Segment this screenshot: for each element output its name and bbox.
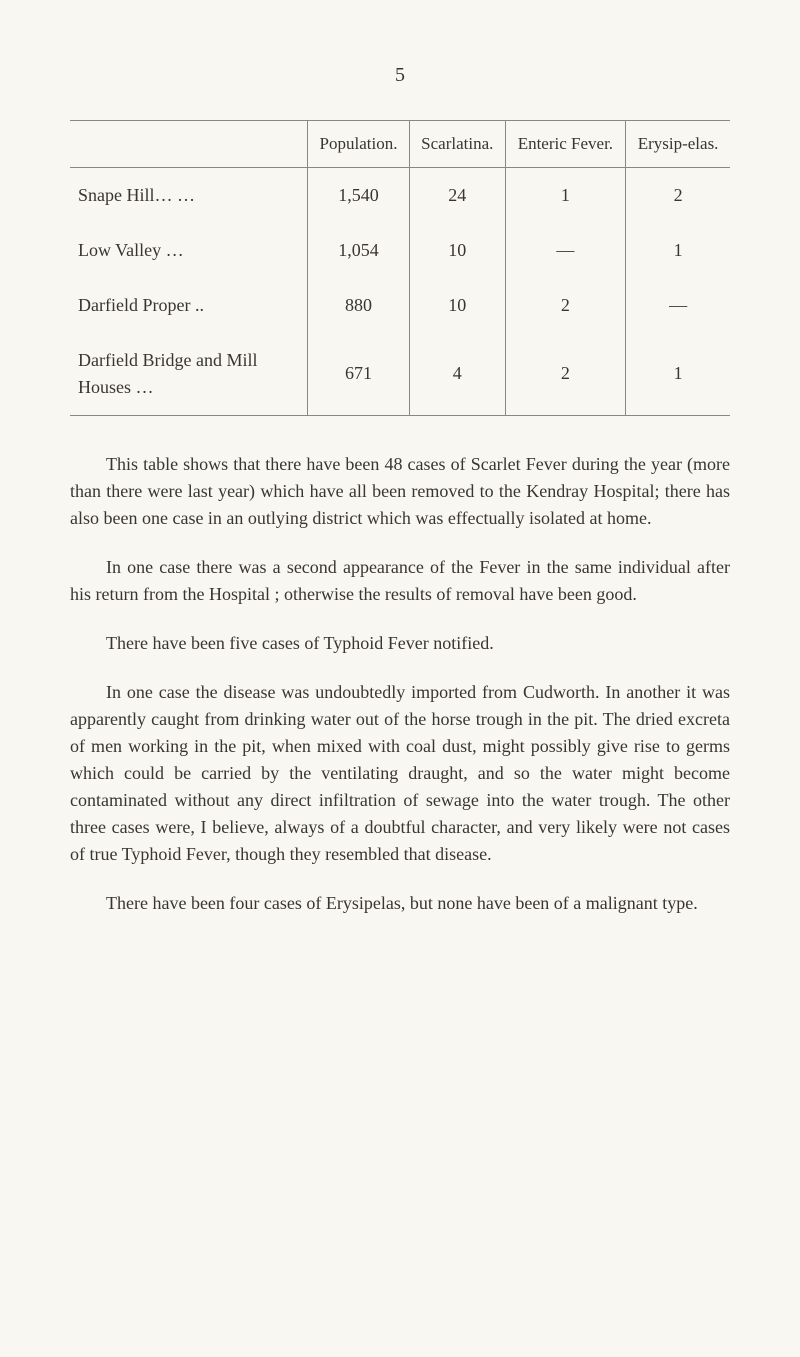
table-row: Darfield Bridge and Mill Houses … 671 4 … <box>70 333 730 416</box>
cell-erysipelas: — <box>626 278 730 333</box>
table-row: Darfield Proper .. 880 10 2 — <box>70 278 730 333</box>
table-row: Low Valley … 1,054 10 — 1 <box>70 223 730 278</box>
row-label: Darfield Proper .. <box>70 278 308 333</box>
table-row: Snape Hill… … 1,540 24 1 2 <box>70 167 730 223</box>
table-header-row: Population. Scarlatina. Enteric Fever. E… <box>70 121 730 168</box>
cell-erysipelas: 1 <box>626 223 730 278</box>
cell-population: 1,054 <box>308 223 410 278</box>
cell-enteric: — <box>505 223 626 278</box>
cell-scarlatina: 24 <box>409 167 505 223</box>
cell-population: 671 <box>308 333 410 416</box>
cell-enteric: 2 <box>505 333 626 416</box>
paragraph-3: There have been five cases of Typhoid Fe… <box>70 630 730 657</box>
data-table: Population. Scarlatina. Enteric Fever. E… <box>70 120 730 416</box>
cell-enteric: 2 <box>505 278 626 333</box>
row-label: Darfield Bridge and Mill Houses … <box>70 333 308 416</box>
header-scarlatina: Scarlatina. <box>409 121 505 168</box>
row-label: Low Valley … <box>70 223 308 278</box>
page-number: 5 <box>70 60 730 90</box>
cell-erysipelas: 1 <box>626 333 730 416</box>
cell-enteric: 1 <box>505 167 626 223</box>
row-label: Snape Hill… … <box>70 167 308 223</box>
cell-scarlatina: 4 <box>409 333 505 416</box>
cell-scarlatina: 10 <box>409 223 505 278</box>
cell-population: 880 <box>308 278 410 333</box>
paragraph-2: In one case there was a second appearanc… <box>70 554 730 608</box>
header-empty <box>70 121 308 168</box>
header-population: Population. <box>308 121 410 168</box>
paragraph-4: In one case the disease was undoubtedly … <box>70 679 730 868</box>
paragraph-5: There have been four cases of Erysipelas… <box>70 890 730 917</box>
header-enteric: Enteric Fever. <box>505 121 626 168</box>
header-erysipelas: Erysip-elas. <box>626 121 730 168</box>
cell-erysipelas: 2 <box>626 167 730 223</box>
cell-population: 1,540 <box>308 167 410 223</box>
cell-scarlatina: 10 <box>409 278 505 333</box>
paragraph-1: This table shows that there have been 48… <box>70 451 730 532</box>
